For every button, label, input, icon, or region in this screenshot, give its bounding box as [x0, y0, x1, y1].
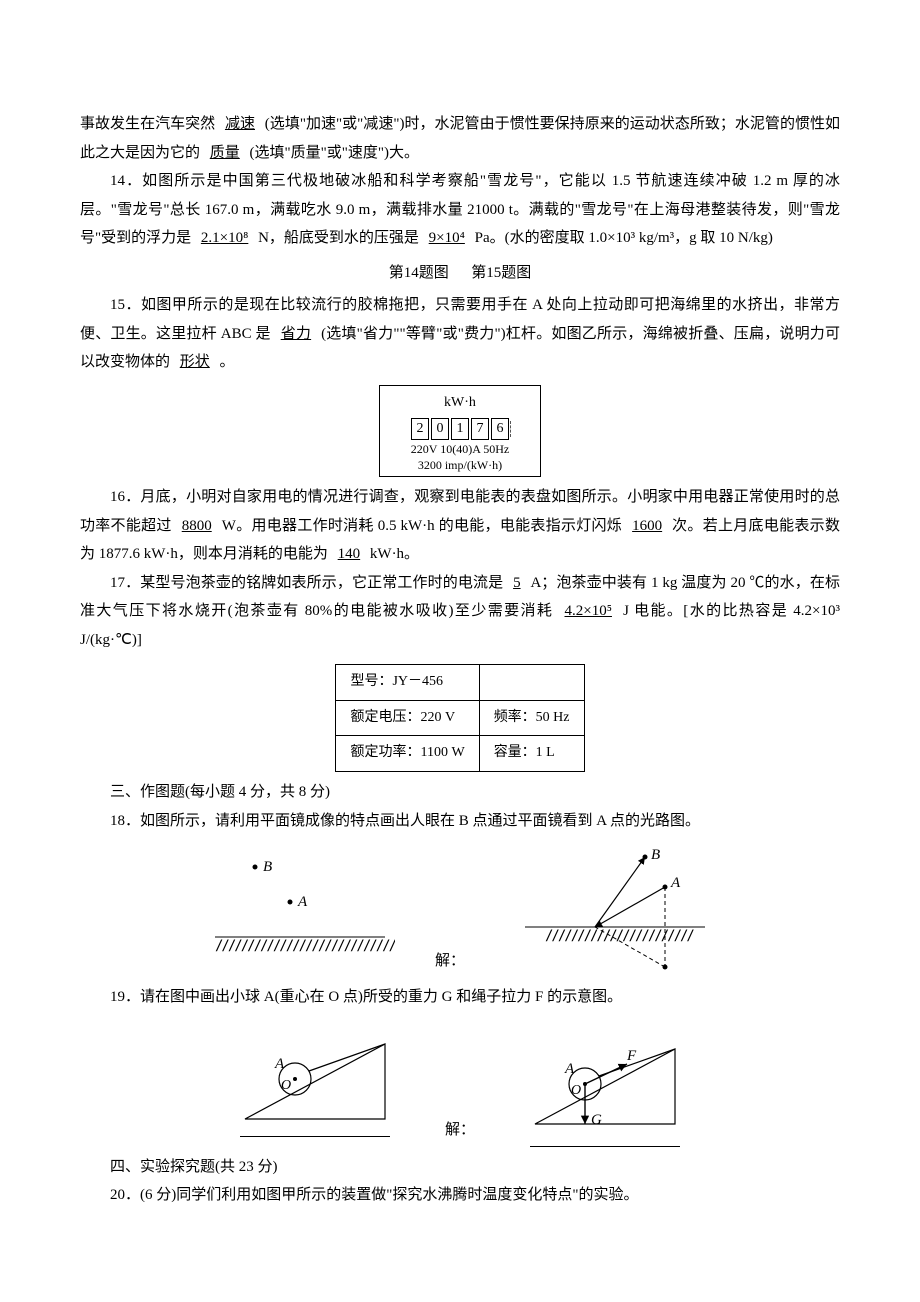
table-row: 型号：JY－456: [336, 665, 584, 701]
meter-digit-0: 2: [411, 418, 429, 440]
incline-solution-svg: A O F G: [515, 1024, 695, 1144]
q14-answer-2: 9×10⁴: [423, 230, 471, 246]
page: 事故发生在汽车突然 减速 (选填"加速"或"减速")时，水泥管由于惯性要保持原来…: [0, 0, 920, 1270]
q14-tail: Pa。(水的密度取 1.0×10³ kg/m³，g 取 10 N/kg): [475, 230, 773, 246]
q14-answer-1: 2.1×10⁸: [195, 230, 254, 246]
meter-line-1: 220V 10(40)A 50Hz: [380, 442, 540, 458]
intro-answer-1: 减速: [219, 116, 261, 132]
q17-paragraph: 17．某型号泡茶壶的铭牌如表所示，它正常工作时的电流是 5 A；泡茶壶中装有 1…: [80, 569, 840, 655]
spec-r2c1: 额定电压：220 V: [336, 700, 479, 736]
label-B: B: [263, 859, 272, 875]
label-A: A: [274, 1056, 285, 1072]
label-B: B: [651, 847, 660, 863]
q19-figure-solution: A O F G: [515, 1024, 695, 1147]
q15-answer-2: 形状: [174, 354, 216, 370]
label-A: A: [670, 875, 681, 891]
label-A: A: [297, 894, 308, 910]
q14-paragraph: 14．如图所示是中国第三代极地破冰船和科学考察船"雪龙号"，它能以 1.5 节航…: [80, 167, 840, 253]
mirror-solution-svg: /////////////////////// A B: [505, 847, 725, 977]
q18-figures: B A ///////////////////////////// 解： ///…: [80, 847, 840, 977]
q20-text: 20．(6 分)同学们利用如图甲所示的装置做"探究水沸腾时温度变化特点"的实验。: [80, 1181, 840, 1210]
solution-label-18: 解：: [435, 947, 465, 978]
mirror-hatch: /////////////////////////////: [215, 938, 395, 954]
spec-r1c2: [479, 665, 584, 701]
meter-digit-1: 0: [431, 418, 449, 440]
q16-answer-1: 8800: [176, 518, 218, 534]
q19-text: 19．请在图中画出小球 A(重心在 O 点)所受的重力 G 和绳子拉力 F 的示…: [80, 983, 840, 1012]
q18-figure-solution: /////////////////////// A B: [505, 847, 725, 977]
section-4-heading: 四、实验探究题(共 23 分): [80, 1153, 840, 1182]
label-G: G: [591, 1112, 602, 1128]
intro-pre: 事故发生在汽车突然: [80, 116, 215, 132]
q15-answer-1: 省力: [275, 326, 317, 342]
spec-r1c1: 型号：JY－456: [336, 665, 479, 701]
meter-line-2: 3200 imp/(kW·h): [380, 458, 540, 474]
label-O: O: [281, 1078, 291, 1093]
table-row: 额定电压：220 V 频率：50 Hz: [336, 700, 584, 736]
q15-tail: 。: [220, 354, 235, 370]
label-O: O: [571, 1083, 581, 1098]
mirror-blank-svg: B A /////////////////////////////: [195, 847, 395, 957]
intro-mid2: (选填"质量"或"速度")大。: [250, 145, 419, 161]
q14-mid: N，船底受到水的压强是: [258, 230, 419, 246]
caption-14: 第14题图: [389, 265, 449, 281]
intro-paragraph: 事故发生在汽车突然 减速 (选填"加速"或"减速")时，水泥管由于惯性要保持原来…: [80, 110, 840, 167]
label-A: A: [564, 1061, 575, 1077]
figure-captions-14-15: 第14题图 第15题图: [80, 259, 840, 288]
meter-digits: 2 0 1 7 6: [380, 418, 540, 440]
section-3-heading: 三、作图题(每小题 4 分，共 8 分): [80, 778, 840, 807]
spec-r2c2: 频率：50 Hz: [479, 700, 584, 736]
meter-digit-4: 6: [491, 418, 509, 440]
q19-figure-blank: A O: [225, 1024, 405, 1147]
q16-mid1: W。用电器工作时消耗 0.5 kW·h 的电能，电能表指示灯闪烁: [222, 518, 622, 534]
q16-answer-2: 1600: [626, 518, 668, 534]
q17-text: 17．某型号泡茶壶的铭牌如表所示，它正常工作时的电流是: [110, 575, 503, 591]
q17-answer-1: 5: [507, 575, 527, 591]
q16-paragraph: 16．月底，小明对自家用电的情况进行调查，观察到电能表的表盘如图所示。小明家中用…: [80, 483, 840, 569]
table-row: 额定功率：1100 W 容量：1 L: [336, 736, 584, 772]
q18-text: 18．如图所示，请利用平面镜成像的特点画出人眼在 B 点通过平面镜看到 A 点的…: [80, 807, 840, 836]
intro-answer-2: 质量: [204, 145, 246, 161]
q18-figure-blank: B A /////////////////////////////: [195, 847, 395, 977]
q16-answer-3: 140: [332, 546, 367, 562]
q17-answer-2: 4.2×10⁵: [559, 603, 618, 619]
meter-digit-3: 7: [471, 418, 489, 440]
solution-label-19: 解：: [445, 1116, 475, 1147]
energy-meter-figure: kW·h 2 0 1 7 6 220V 10(40)A 50Hz 3200 im…: [379, 385, 541, 478]
kettle-spec-table: 型号：JY－456 额定电压：220 V 频率：50 Hz 额定功率：1100 …: [335, 664, 584, 772]
q15-paragraph: 15．如图甲所示的是现在比较流行的胶棉拖把，只需要用手在 A 处向上拉动即可把海…: [80, 291, 840, 377]
q16-tail: kW·h。: [370, 546, 419, 562]
label-F: F: [626, 1048, 637, 1064]
meter-unit: kW·h: [380, 390, 540, 417]
spec-r3c1: 额定功率：1100 W: [336, 736, 479, 772]
spec-r3c2: 容量：1 L: [479, 736, 584, 772]
meter-digit-2: 1: [451, 418, 469, 440]
q19-figures: A O 解： A O F: [80, 1024, 840, 1147]
caption-15: 第15题图: [471, 265, 531, 281]
incline-blank-svg: A O: [225, 1024, 405, 1134]
